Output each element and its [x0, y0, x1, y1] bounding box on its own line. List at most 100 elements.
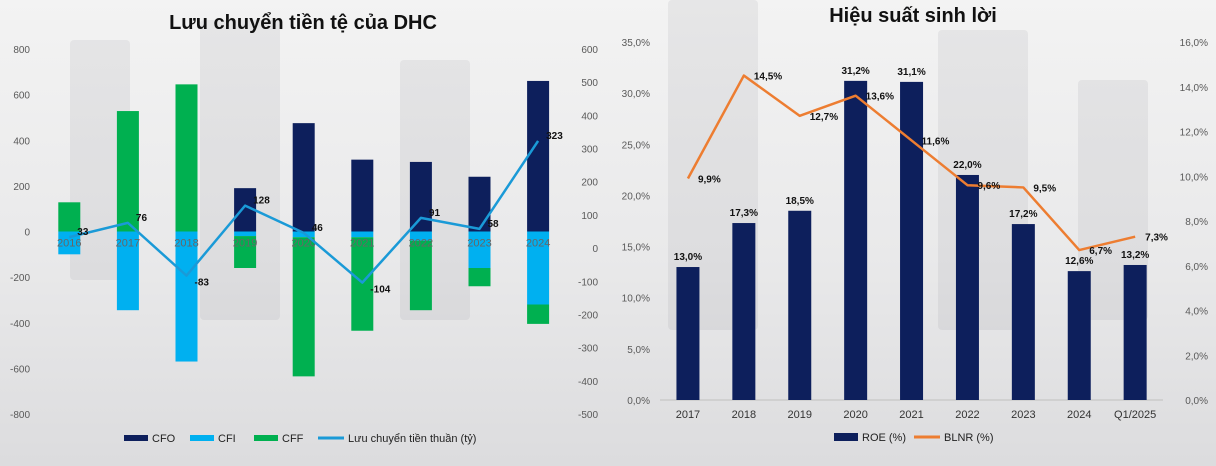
x-axis-tick-label: 2024: [1067, 409, 1091, 421]
y2-axis-tick-label: 8,0%: [1185, 217, 1208, 228]
y2-axis-tick-label: -100: [578, 277, 598, 288]
y-axis-tick-label: 400: [13, 136, 30, 147]
x-axis-tick-label: 2021: [899, 409, 923, 421]
y2-axis-tick-label: 600: [581, 45, 598, 56]
cashflow-chart: Lưu chuyển tiền tệ của DHC 800 600 400 200 0…: [10, 12, 598, 445]
bar-cfi: [409, 231, 432, 241]
y-axis-tick-label: 800: [13, 45, 30, 56]
y-axis-tick-label: 10,0%: [622, 294, 650, 305]
x-axis-tick-label: 2023: [1011, 409, 1035, 421]
bar-cfo: [234, 188, 257, 232]
data-label: 323: [546, 131, 563, 142]
blnr-data-label: 11,6%: [922, 136, 950, 147]
y-axis-tick-label: -200: [10, 273, 30, 284]
legend-label-blnr: BLNR (%): [944, 432, 994, 444]
blnr-data-label: 9,6%: [977, 181, 1000, 192]
blnr-line: [686, 74, 1136, 252]
bar-cfo: [292, 123, 315, 232]
y2-axis-tick-label: 0: [592, 244, 598, 255]
bar-cfi: [527, 231, 550, 305]
x-axis-tick-label: 2020: [291, 238, 315, 250]
bar-cfo: [468, 176, 491, 232]
y-axis-tick-label: -800: [10, 410, 30, 421]
data-label: 46: [312, 223, 324, 234]
y2-axis-tick-label: -400: [578, 377, 598, 388]
bar-roe: [900, 81, 924, 401]
bar-cff: [234, 236, 257, 268]
y2-axis-tick-label: -200: [578, 310, 598, 321]
bar-cfi: [468, 231, 491, 268]
data-label: 76: [136, 213, 148, 224]
y2-axis-tick-label: -300: [578, 344, 598, 355]
roe-data-label: 17,2%: [1009, 209, 1037, 220]
legend-label-cfi: CFI: [218, 433, 236, 445]
y-axis-tick-label: 0,0%: [627, 396, 650, 407]
x-axis-tick-label: 2022: [955, 409, 979, 421]
profitability-chart: Hiệu suất sinh lời 35,0% 30,0% 25,0% 20,0% 1…: [622, 5, 1208, 444]
bar-roe: [844, 80, 868, 401]
x-axis-tick-label: 2022: [409, 238, 433, 250]
y2-axis-tick-label: 4,0%: [1185, 307, 1208, 318]
y2-axis-tick-label: 500: [581, 78, 598, 89]
x-axis-tick-label: Q1/2025: [1114, 409, 1156, 421]
bar-roe: [1123, 264, 1147, 400]
roe-data-label: 17,3%: [730, 208, 758, 219]
net-cashflow-line: [69, 140, 540, 284]
y-axis-tick-label: 25,0%: [622, 140, 650, 151]
data-label: 128: [253, 196, 270, 207]
x-axis-tick-label: 2017: [676, 409, 700, 421]
bar-roe: [1011, 224, 1035, 400]
legend-label-cfo: CFO: [152, 433, 176, 445]
bar-roe: [955, 174, 979, 400]
roe-data-label: 18,5%: [786, 196, 814, 207]
y-axis-tick-label: -600: [10, 364, 30, 375]
bar-cff: [292, 237, 315, 377]
y2-axis-tick-label: 6,0%: [1185, 262, 1208, 273]
y2-axis-tick-label: -500: [578, 410, 598, 421]
profitability-chart-panel: Hiệu suất sinh lời 35,0% 30,0% 25,0% 20,0% 1…: [608, 0, 1216, 466]
legend-swatch-cfo: [124, 435, 148, 441]
roe-data-label: 31,1%: [897, 67, 925, 78]
data-label: -104: [370, 285, 390, 296]
blnr-data-label: 12,7%: [810, 112, 838, 123]
bar-cff: [175, 84, 198, 232]
bar-cfi: [351, 231, 374, 238]
bar-cff: [527, 304, 550, 324]
y2-axis-tick-label: 2,0%: [1185, 351, 1208, 362]
y2-axis-tick-label: 100: [581, 211, 598, 222]
x-axis-tick-label: 2019: [233, 238, 257, 250]
bar-cfi: [116, 231, 139, 311]
y2-axis-tick-label: 300: [581, 145, 598, 156]
bar-cff: [409, 240, 432, 311]
y2-axis-tick-label: 14,0%: [1180, 83, 1208, 94]
x-axis-tick-label: 2019: [788, 409, 812, 421]
y2-axis-tick-label: 10,0%: [1180, 172, 1208, 183]
blnr-data-label: 9,9%: [698, 174, 721, 185]
x-axis-tick-label: 2020: [843, 409, 867, 421]
background-figure: [200, 20, 280, 320]
data-label: 33: [77, 227, 89, 238]
y-axis-tick-label: 5,0%: [627, 345, 650, 356]
y2-axis-tick-label: 0,0%: [1185, 396, 1208, 407]
data-label: 58: [488, 219, 500, 230]
bar-cfi: [175, 231, 198, 362]
legend-swatch-cfi: [190, 435, 214, 441]
chart-title: Hiệu suất sinh lời: [829, 5, 997, 27]
y-axis-tick-label: 0: [24, 228, 30, 239]
y-axis-tick-label: 15,0%: [622, 243, 650, 254]
blnr-data-label: 9,5%: [1033, 183, 1056, 194]
legend-label-roe: ROE (%): [862, 432, 906, 444]
legend: CFO CFI CFF Lưu chuyển tiền thuần (tỷ): [124, 433, 476, 445]
blnr-data-label: 6,7%: [1089, 246, 1112, 257]
x-axis-tick-label: 2023: [467, 238, 491, 250]
legend-swatch-roe: [834, 433, 858, 441]
x-axis-tick-label: 2021: [350, 238, 374, 250]
bar-cfo: [527, 80, 550, 232]
legend-swatch-cff: [254, 435, 278, 441]
y-axis-tick-label: 20,0%: [622, 191, 650, 202]
x-axis-tick-label: 2016: [57, 238, 81, 250]
legend-label-cff: CFF: [282, 433, 304, 445]
data-label: -83: [195, 278, 210, 289]
bar-roe: [676, 267, 700, 400]
x-axis-tick-label: 2017: [116, 238, 140, 250]
